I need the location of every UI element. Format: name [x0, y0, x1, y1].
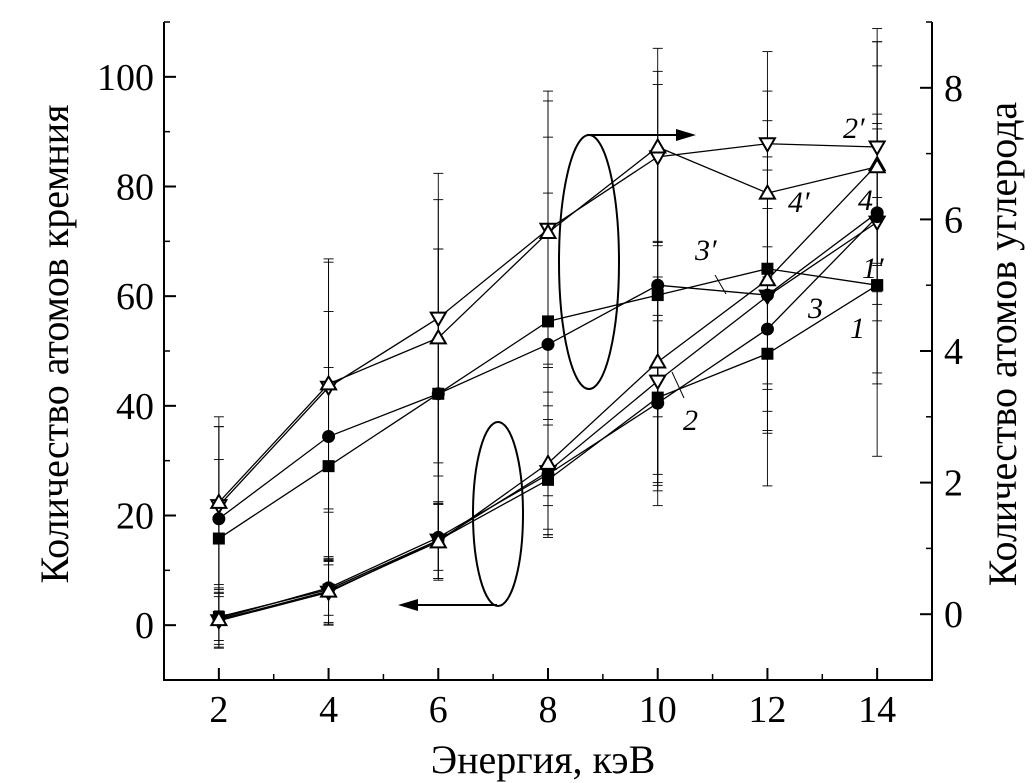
curve-label-1: 1 [850, 312, 865, 345]
marker-2-4 [648, 374, 667, 391]
marker-4p-3 [538, 223, 558, 240]
marker-4p-4 [648, 137, 667, 154]
x-axis-title: Энергия, кэВ [431, 737, 656, 782]
marker-1p-3 [542, 315, 554, 328]
marker-3-5 [760, 322, 774, 336]
y-right-tick-label-4: 4 [944, 331, 963, 373]
marker-1p-4 [651, 289, 664, 302]
x-tick-label-4: 4 [319, 689, 338, 731]
marker-4p-6 [867, 157, 887, 174]
x-tick-label-2: 2 [209, 689, 228, 731]
marker-4-4 [648, 352, 667, 369]
marker-3p-6 [870, 206, 884, 220]
marker-3p-5 [760, 288, 774, 302]
y-right-tick-label-6: 6 [944, 199, 963, 241]
ellipse-left-axis-group [472, 421, 524, 607]
series-markers [209, 137, 887, 631]
right-y-axis-title: Количество атомов углерода [980, 102, 1025, 587]
marker-4-2 [429, 532, 448, 549]
leader-3p [714, 274, 727, 295]
curve-label-2p: 2′ [843, 112, 865, 145]
y-left-tick-label-60: 60 [116, 276, 154, 318]
y-left-tick-label-100: 100 [97, 57, 154, 99]
curve-label-4: 4 [858, 184, 873, 217]
marker-2p-6 [867, 140, 887, 157]
marker-2p-2 [429, 311, 448, 328]
marker-3p-2 [431, 387, 445, 401]
y-right-tick-label-2: 2 [944, 463, 963, 505]
y-left-tick-label-0: 0 [135, 605, 154, 647]
marker-3p-4 [651, 278, 665, 292]
marker-4p-2 [429, 328, 448, 345]
marker-1p-0 [212, 532, 225, 545]
axes [163, 21, 933, 681]
marker-4-0 [209, 610, 229, 627]
marker-3p-0 [212, 512, 226, 526]
marker-4p-1 [319, 374, 338, 391]
annotations [398, 129, 727, 611]
left-y-axis-title: Количество атомов кремния [32, 104, 77, 583]
marker-1-5 [761, 347, 774, 360]
curve-label-3: 3 [807, 292, 823, 325]
y-right-tick-label-0: 0 [944, 594, 963, 636]
y-right-tick-label-8: 8 [944, 68, 963, 110]
marker-3-4 [651, 396, 665, 410]
curve-labels: 1 2 3 4 1′ 2′ 3′ 4′ [683, 112, 884, 437]
arrow-right-head [676, 129, 696, 141]
y-left-tick-label-80: 80 [116, 167, 154, 209]
marker-1p-6 [871, 279, 884, 292]
marker-4-5 [758, 270, 777, 287]
marker-4p-0 [209, 492, 229, 509]
x-tick-label-12: 12 [748, 689, 786, 731]
marker-4-3 [538, 453, 558, 470]
marker-1p-1 [322, 460, 335, 473]
marker-3p-3 [541, 337, 555, 351]
marker-4p-5 [758, 183, 777, 200]
x-tick-label-14: 14 [858, 689, 896, 731]
y-left-tick-label-20: 20 [116, 496, 154, 538]
y-left-tick-label-40: 40 [116, 386, 154, 428]
x-tick-label-8: 8 [539, 689, 558, 731]
marker-3p-1 [322, 430, 336, 444]
marker-3-3 [541, 467, 555, 481]
marker-4-1 [319, 581, 338, 598]
leader-2 [671, 371, 685, 399]
curve-label-3p: 3′ [694, 234, 717, 267]
x-tick-label-10: 10 [639, 689, 677, 731]
marker-2p-5 [758, 137, 777, 154]
curve-label-4p: 4′ [788, 186, 810, 219]
x-tick-label-6: 6 [429, 689, 448, 731]
marker-1p-5 [761, 262, 774, 275]
curve-label-1p: 1′ [862, 252, 884, 285]
curve-label-2: 2 [683, 404, 698, 437]
arrow-left-head [398, 599, 418, 611]
